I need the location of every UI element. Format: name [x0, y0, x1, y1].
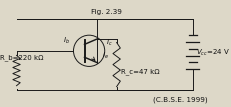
Text: R_c=47 kΩ: R_c=47 kΩ: [121, 69, 159, 75]
Text: $I_b$: $I_b$: [62, 36, 69, 46]
Text: $V_{cc}$=24 V: $V_{cc}$=24 V: [195, 48, 229, 58]
Text: Fig. 2.39: Fig. 2.39: [91, 9, 122, 16]
Text: (C.B.S.E. 1999): (C.B.S.E. 1999): [152, 97, 207, 103]
Text: $I_e$: $I_e$: [101, 51, 108, 61]
Text: R_b=220 kΩ: R_b=220 kΩ: [0, 54, 43, 61]
Text: $I_c$: $I_c$: [106, 37, 112, 48]
